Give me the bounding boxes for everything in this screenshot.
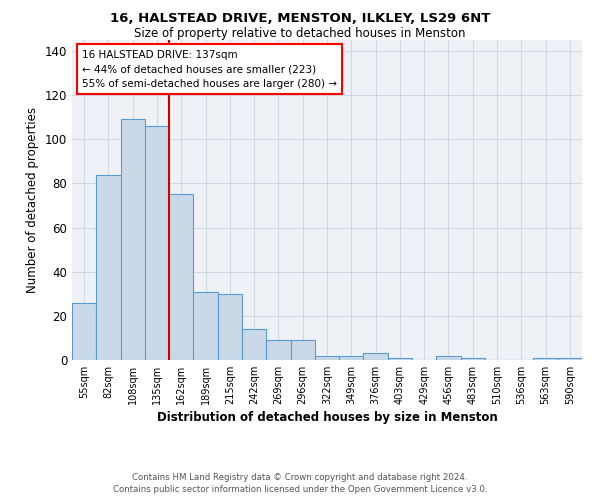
- Bar: [121, 120, 145, 360]
- Y-axis label: Number of detached properties: Number of detached properties: [26, 107, 39, 293]
- Bar: [436, 356, 461, 360]
- Bar: [290, 340, 315, 360]
- Text: 16, HALSTEAD DRIVE, MENSTON, ILKLEY, LS29 6NT: 16, HALSTEAD DRIVE, MENSTON, ILKLEY, LS2…: [110, 12, 490, 26]
- Text: 16 HALSTEAD DRIVE: 137sqm
← 44% of detached houses are smaller (223)
55% of semi: 16 HALSTEAD DRIVE: 137sqm ← 44% of detac…: [82, 50, 337, 89]
- Bar: [461, 358, 485, 360]
- Text: Contains HM Land Registry data © Crown copyright and database right 2024.
Contai: Contains HM Land Registry data © Crown c…: [113, 472, 487, 494]
- Bar: [242, 329, 266, 360]
- Bar: [266, 340, 290, 360]
- Bar: [169, 194, 193, 360]
- Bar: [145, 126, 169, 360]
- Bar: [193, 292, 218, 360]
- Text: Size of property relative to detached houses in Menston: Size of property relative to detached ho…: [134, 28, 466, 40]
- Bar: [218, 294, 242, 360]
- Bar: [558, 358, 582, 360]
- Bar: [364, 354, 388, 360]
- Bar: [72, 302, 96, 360]
- Bar: [388, 358, 412, 360]
- Bar: [315, 356, 339, 360]
- X-axis label: Distribution of detached houses by size in Menston: Distribution of detached houses by size …: [157, 411, 497, 424]
- Bar: [96, 174, 121, 360]
- Bar: [533, 358, 558, 360]
- Bar: [339, 356, 364, 360]
